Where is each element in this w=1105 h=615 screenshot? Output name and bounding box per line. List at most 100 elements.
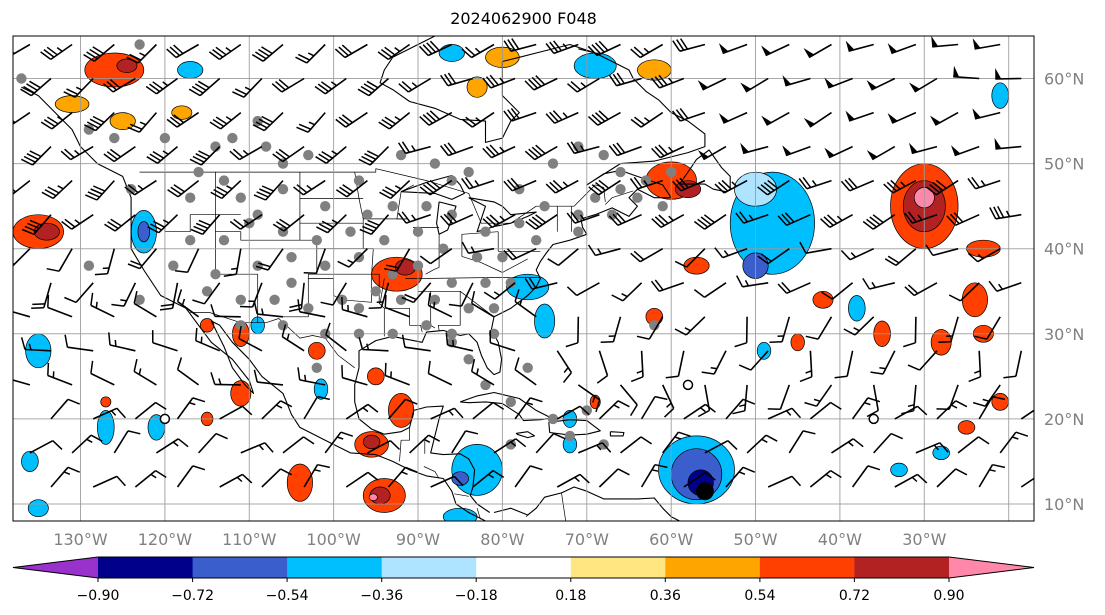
anomaly-blob xyxy=(54,95,90,113)
barb-pennant xyxy=(887,113,898,124)
barb-staff xyxy=(1015,350,1023,377)
barb-flag xyxy=(650,77,661,89)
wind-barb xyxy=(127,248,158,270)
barb-flag xyxy=(866,409,879,418)
barb-flag xyxy=(693,220,705,230)
wind-barb xyxy=(819,213,853,229)
barb-flag xyxy=(429,179,441,189)
barb-staff xyxy=(348,248,368,268)
wind-barb xyxy=(190,214,221,235)
wind-barb xyxy=(208,43,242,61)
barb-staff xyxy=(648,316,664,340)
wind-barb xyxy=(175,248,200,274)
barb-flag xyxy=(401,211,411,223)
barb-pennant xyxy=(824,77,834,88)
barb-flag xyxy=(176,289,183,302)
wind-barb xyxy=(968,350,982,383)
barb-staff xyxy=(112,77,136,93)
wind-barb xyxy=(341,296,368,318)
barb-half-flag xyxy=(57,185,64,190)
barb-flag xyxy=(41,191,54,200)
barb-staff xyxy=(895,248,917,267)
barb-pennant xyxy=(866,80,877,90)
station-dot xyxy=(395,294,407,305)
anomaly-blob xyxy=(171,105,193,120)
barb-flag xyxy=(341,114,353,124)
barb-staff xyxy=(892,179,917,194)
wind-barb xyxy=(840,177,875,192)
wind-barb xyxy=(295,43,326,64)
wind-barb xyxy=(0,179,31,197)
wind-barb xyxy=(704,439,738,454)
barb-flag xyxy=(579,405,590,416)
wind-barb xyxy=(21,214,52,235)
barb-pennant xyxy=(740,142,749,154)
barb-flag xyxy=(445,332,449,346)
wind-barb xyxy=(166,43,200,59)
barb-flag xyxy=(426,42,437,53)
wind-barb xyxy=(159,282,179,311)
barb-flag xyxy=(601,442,612,453)
barb-flag xyxy=(357,88,370,97)
barb-half-flag xyxy=(230,267,238,271)
barb-flag xyxy=(338,116,350,126)
wind-barb xyxy=(288,282,305,313)
barb-staff xyxy=(346,179,368,198)
barb-staff xyxy=(598,179,621,196)
barb-flag xyxy=(482,218,493,228)
barb-half-flag xyxy=(137,184,144,190)
barb-pennant xyxy=(994,137,1002,149)
wind-barb xyxy=(909,142,938,155)
barb-flag xyxy=(0,190,9,197)
barb-staff xyxy=(490,77,516,89)
barb-staff xyxy=(95,112,115,132)
wind-barb xyxy=(767,384,791,411)
station-dot xyxy=(201,286,213,297)
barb-staff xyxy=(306,43,326,64)
barb-flag xyxy=(802,176,812,188)
barb-staff xyxy=(261,468,282,488)
barb-flag xyxy=(321,150,333,159)
barb-flag xyxy=(261,46,273,55)
barb-flag xyxy=(94,273,108,276)
barb-flag xyxy=(665,375,679,379)
wind-barb xyxy=(146,145,179,164)
wind-barb xyxy=(126,43,157,64)
barb-flag xyxy=(173,184,185,193)
colorbar-bin xyxy=(287,557,383,578)
wind-barb xyxy=(782,75,811,87)
barb-pennant xyxy=(782,75,792,86)
wind-barb xyxy=(909,77,938,93)
wind-barb xyxy=(167,179,200,198)
barb-flag xyxy=(890,179,901,190)
wind-barb xyxy=(732,384,748,415)
wind-barb xyxy=(377,43,411,61)
barb-flag xyxy=(598,110,609,120)
barb-flag xyxy=(380,48,393,58)
wind-barb xyxy=(147,214,179,234)
barb-staff xyxy=(598,468,619,488)
wind-barb xyxy=(636,316,664,340)
barb-staff xyxy=(620,436,642,454)
barb-flag xyxy=(279,218,291,227)
wind-barb xyxy=(113,430,141,454)
wind-barb xyxy=(799,241,832,254)
calm-wind-circle xyxy=(868,413,879,425)
barb-flag xyxy=(296,184,308,194)
barb-staff xyxy=(639,43,664,59)
coastline xyxy=(515,431,536,439)
barb-staff xyxy=(817,316,833,340)
barb-staff xyxy=(914,316,917,343)
barb-staff xyxy=(704,214,727,230)
barb-flag xyxy=(907,284,919,294)
station-dot xyxy=(514,218,525,229)
barb-flag xyxy=(26,83,38,92)
wind-barb xyxy=(210,372,241,386)
barb-half-flag xyxy=(950,404,958,409)
wind-barb xyxy=(94,248,116,276)
barb-flag xyxy=(1015,431,1029,437)
wind-barb xyxy=(71,434,103,454)
barb-staff xyxy=(471,43,495,59)
barb-flag xyxy=(26,153,39,160)
barb-flag xyxy=(674,328,687,336)
